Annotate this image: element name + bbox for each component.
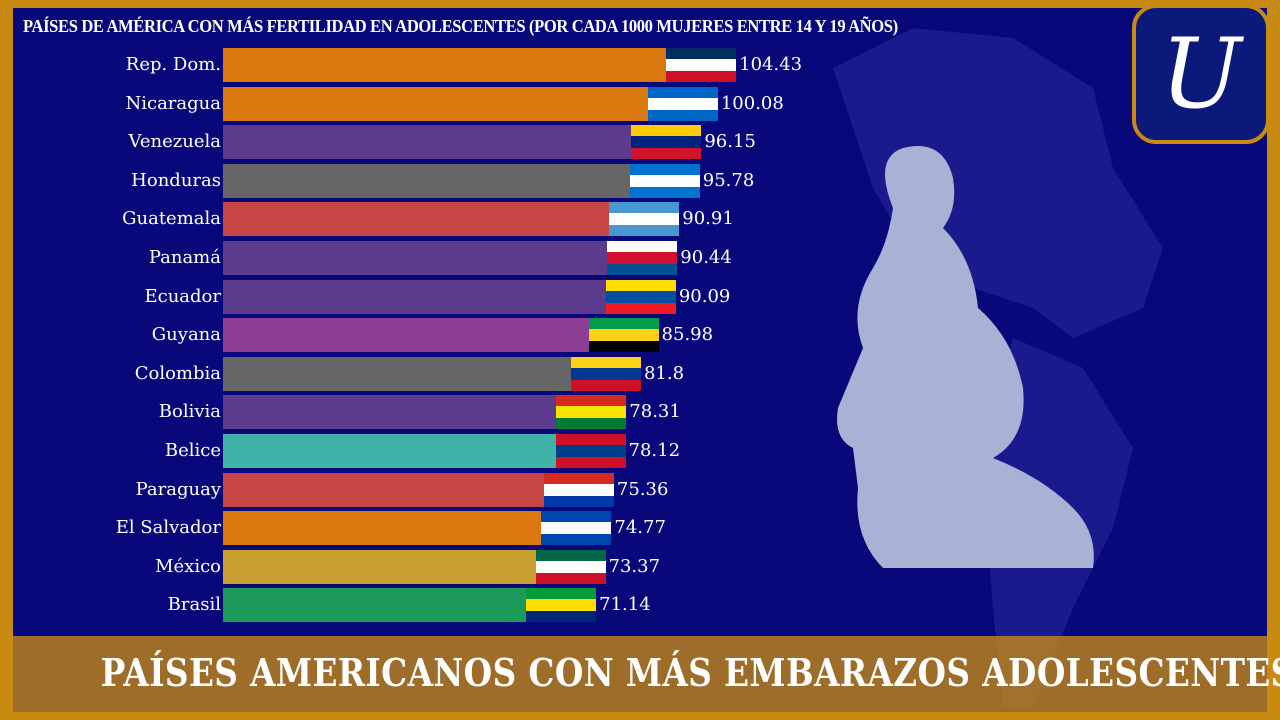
flag-icon xyxy=(543,472,614,507)
category-label: El Salvador xyxy=(115,517,221,539)
bar-row: Ecuador 90.09 xyxy=(13,279,1267,314)
bar xyxy=(223,395,627,430)
bar xyxy=(223,356,641,391)
bar-row: Brasil 71.14 xyxy=(13,588,1267,623)
category-label: Venezuela xyxy=(128,131,221,153)
value-label: 71.14 xyxy=(599,594,651,616)
headline-text: PAÍSES AMERICANOS CON MÁS EMBARAZOS ADOL… xyxy=(100,650,1280,695)
category-label: Guatemala xyxy=(122,208,221,230)
value-label: 78.12 xyxy=(628,440,681,461)
bar xyxy=(223,48,737,82)
flag-icon xyxy=(555,434,626,468)
category-label: Colombia xyxy=(134,362,221,384)
category-label: México xyxy=(155,555,221,577)
pregnant-silhouette xyxy=(837,146,1094,568)
chart-area: PAÍSES DE AMÉRICA CON MÁS FERTILIDAD EN … xyxy=(13,8,1267,712)
flag-icon xyxy=(631,125,702,160)
bar xyxy=(223,511,612,546)
category-label: Brasil xyxy=(167,594,221,616)
bar xyxy=(223,125,702,160)
category-label: Panamá xyxy=(148,247,221,268)
bar xyxy=(223,279,676,314)
value-label: 90.91 xyxy=(682,208,734,230)
bar xyxy=(223,318,659,353)
flag-icon xyxy=(609,202,680,237)
flag-icon xyxy=(541,511,612,546)
bar-row: Colombia 81.8 xyxy=(13,356,1267,391)
bar xyxy=(223,202,680,237)
headline-banner: PAÍSES AMERICANOS CON MÁS EMBARAZOS ADOL… xyxy=(13,636,1280,712)
value-label: 73.37 xyxy=(608,555,661,577)
category-label: Belice xyxy=(164,440,221,461)
bar-row: Venezuela 96.15 xyxy=(13,125,1267,160)
bar-row: Guatemala 90.91 xyxy=(13,202,1267,237)
value-label: 90.09 xyxy=(678,285,731,307)
flag-icon xyxy=(588,318,659,353)
bar-row: Guyana 85.98 xyxy=(13,318,1267,353)
value-label: 95.78 xyxy=(702,169,755,191)
category-label: Honduras xyxy=(131,169,221,191)
category-label: Ecuador xyxy=(144,285,221,307)
bar-row: Panamá 90.44 xyxy=(13,241,1267,275)
flag-icon xyxy=(605,279,676,314)
background-map xyxy=(833,28,1163,708)
category-label: Bolivia xyxy=(158,401,221,423)
value-label: 100.08 xyxy=(720,92,784,114)
bar-row: Belice 78.12 xyxy=(13,434,1267,468)
flag-icon xyxy=(629,163,700,198)
bar xyxy=(223,549,606,584)
value-label: 78.31 xyxy=(629,401,681,423)
value-label: 75.36 xyxy=(616,478,669,500)
flag-icon xyxy=(526,588,597,623)
flag-icon xyxy=(666,48,737,82)
bar xyxy=(223,434,626,468)
bar xyxy=(223,472,614,507)
bar-row: México 73.37 xyxy=(13,549,1267,584)
chart-title: PAÍSES DE AMÉRICA CON MÁS FERTILIDAD EN … xyxy=(23,16,898,36)
flag-icon xyxy=(570,356,641,391)
bar xyxy=(223,86,718,121)
channel-logo: U xyxy=(1132,4,1270,144)
flag-icon xyxy=(535,549,606,584)
logo-letter: U xyxy=(1160,18,1242,130)
category-label: Rep. Dom. xyxy=(125,54,221,75)
value-label: 96.15 xyxy=(704,131,756,153)
value-label: 104.43 xyxy=(739,54,803,75)
value-label: 90.44 xyxy=(680,247,732,268)
bar-row: El Salvador 74.77 xyxy=(13,511,1267,546)
flag-icon xyxy=(556,395,627,430)
category-label: Paraguay xyxy=(135,478,221,500)
bar-row: Bolivia 78.31 xyxy=(13,395,1267,430)
category-label: Nicaragua xyxy=(125,92,221,114)
flag-icon xyxy=(647,86,718,121)
bar-row: Paraguay 75.36 xyxy=(13,472,1267,507)
bar-row: Nicaragua 100.08 xyxy=(13,86,1267,121)
bar-row: Honduras 95.78 xyxy=(13,163,1267,198)
bar xyxy=(223,588,597,623)
value-label: 74.77 xyxy=(614,517,666,539)
bar xyxy=(223,163,700,198)
bar xyxy=(223,241,678,275)
category-label: Guyana xyxy=(151,324,221,346)
bar-row: Rep. Dom. 104.43 xyxy=(13,48,1267,82)
value-label: 81.8 xyxy=(643,362,685,384)
value-label: 85.98 xyxy=(661,324,714,346)
flag-icon xyxy=(607,241,678,275)
